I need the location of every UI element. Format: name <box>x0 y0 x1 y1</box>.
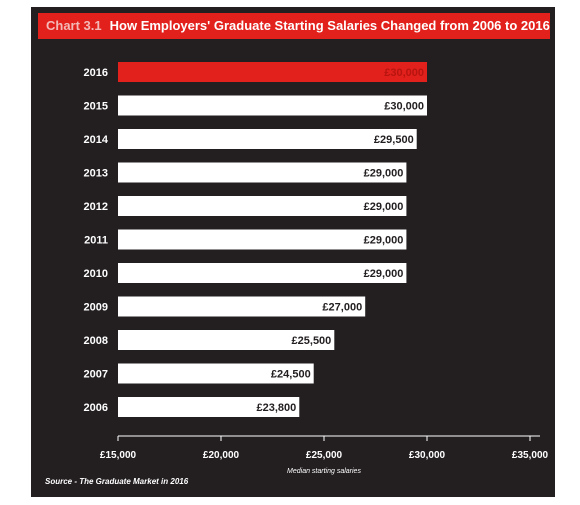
bar-2014 <box>118 129 417 149</box>
category-label-2015: 2015 <box>84 101 108 113</box>
category-label-2012: 2012 <box>84 201 108 213</box>
chart-title-bar: Chart 3.1 How Employers' Graduate Startin… <box>38 13 550 39</box>
bar-row-2012: 2012 £29,000 <box>84 196 407 216</box>
bar-row-2013: 2013 £29,000 <box>84 162 407 183</box>
chart-number-label: Chart 3.1 <box>46 18 102 33</box>
bar-row-2015: 2015 £30,000 <box>84 95 427 116</box>
bar-row-2009: 2009 £27,000 <box>84 296 366 317</box>
data-label-2013: £29,000 <box>364 168 404 180</box>
x-tick-label-25000: £25,000 <box>306 450 343 461</box>
bar-2015 <box>118 95 427 116</box>
bar-row-2016: 2016 £30,000 <box>84 62 427 82</box>
bars-group: 2016 £30,000 2015 £30,000 2014 £29,500 2013 £29… <box>84 62 427 417</box>
category-label-2006: 2006 <box>84 402 108 414</box>
data-label-2014: £29,500 <box>374 134 414 146</box>
bar-2012 <box>118 196 407 216</box>
category-label-2009: 2009 <box>84 302 108 314</box>
category-label-2011: 2011 <box>84 235 108 247</box>
x-tick-label-20000: £20,000 <box>203 450 240 461</box>
bar-row-2010: 2010 £29,000 <box>84 263 407 283</box>
category-label-2007: 2007 <box>84 369 108 381</box>
data-label-2016: £30,000 <box>384 67 424 79</box>
x-tick-label-15000: £15,000 <box>100 450 137 461</box>
data-label-2009: £27,000 <box>322 302 362 314</box>
bar-2009 <box>118 296 366 317</box>
category-label-2013: 2013 <box>84 168 108 180</box>
bar-row-2011: 2011 £29,000 <box>84 229 407 250</box>
data-label-2008: £25,500 <box>292 335 332 347</box>
data-label-2007: £24,500 <box>271 369 311 381</box>
category-label-2016: 2016 <box>84 67 108 79</box>
bar-row-2007: 2007 £24,500 <box>84 363 314 384</box>
bar-2010 <box>118 263 407 283</box>
data-label-2006: £23,800 <box>257 402 297 414</box>
category-label-2008: 2008 <box>84 335 108 347</box>
source-note: Source - The Graduate Market in 2016 <box>45 477 189 486</box>
data-label-2015: £30,000 <box>384 101 424 113</box>
x-tick-label-35000: £35,000 <box>512 450 549 461</box>
bar-2006 <box>118 397 300 417</box>
bar-2013 <box>118 162 407 183</box>
chart-title: How Employers' Graduate Starting Salarie… <box>109 18 550 33</box>
bar-2007 <box>118 363 314 384</box>
bar-2008 <box>118 330 335 350</box>
x-axis-title: Median starting salaries <box>287 468 361 475</box>
x-axis: £15,000 £20,000 £25,000 £30,000 £35,000 Media… <box>100 435 549 475</box>
data-label-2012: £29,000 <box>364 201 404 213</box>
bar-row-2008: 2008 £25,500 <box>84 330 335 350</box>
category-label-2014: 2014 <box>84 134 109 146</box>
bar-row-2014: 2014 £29,500 <box>84 129 417 149</box>
data-label-2011: £29,000 <box>364 235 404 247</box>
data-label-2010: £29,000 <box>364 268 404 280</box>
category-label-2010: 2010 <box>84 268 108 280</box>
bar-2011 <box>118 229 407 250</box>
bar-2016 <box>118 62 427 82</box>
x-tick-label-30000: £30,000 <box>409 450 446 461</box>
bar-row-2006: 2006 £23,800 <box>84 397 300 417</box>
